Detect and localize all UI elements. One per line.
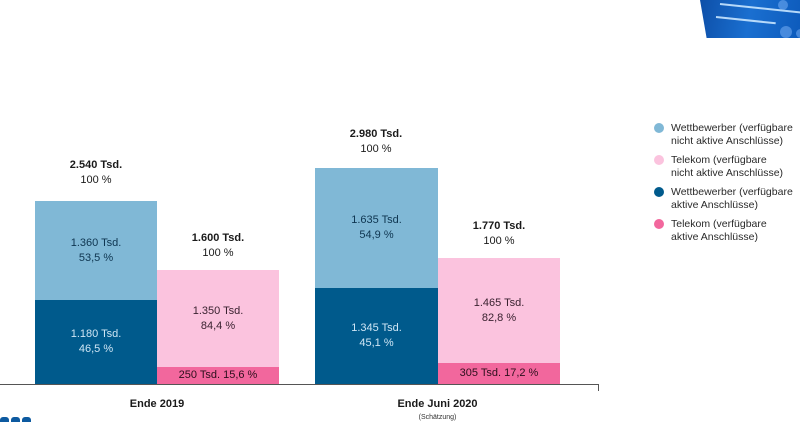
legend-dot-icon bbox=[654, 219, 664, 229]
segment-value: 1.350 Tsd. bbox=[192, 304, 244, 317]
bar-segment-wettbewerber-active-2020: 1.345 Tsd. 45,1 % bbox=[315, 288, 438, 384]
total-label-wettbewerber-2020: 2.980 Tsd. 100 % bbox=[315, 127, 437, 157]
segment-value: 1.180 Tsd. bbox=[70, 328, 122, 340]
bar-segment-wettbewerber-active-2019: 1.180 Tsd. 46,5 % bbox=[35, 300, 157, 384]
total-label-telekom-2019: 1.600 Tsd. 100 % bbox=[157, 231, 279, 261]
bar-segment-telekom-active-2020: 305 Tsd. 17,2 % bbox=[438, 363, 560, 384]
segment-percent: 54,9 % bbox=[359, 229, 394, 241]
bar-segment-wettbewerber-inactive-2019: 1.360 Tsd. 53,5 % bbox=[35, 201, 157, 300]
segment-percent: 82,8 % bbox=[481, 311, 517, 324]
legend-label: nicht aktive Anschlüsse) bbox=[671, 135, 784, 147]
light-streak bbox=[715, 16, 776, 25]
total-label-telekom-2020: 1.770 Tsd. 100 % bbox=[438, 219, 560, 249]
chart-legend: Wettbewerber (verfügbare nicht aktive An… bbox=[654, 122, 800, 250]
segment-percent: 46,5 % bbox=[78, 343, 114, 355]
total-percent: 100 % bbox=[202, 247, 234, 259]
total-value: 1.600 Tsd. bbox=[191, 232, 245, 244]
segment-value: 1.345 Tsd. bbox=[351, 322, 402, 334]
total-value: 2.980 Tsd. bbox=[349, 128, 403, 140]
bar-segment-wettbewerber-inactive-2020: 1.635 Tsd. 54,9 % bbox=[315, 168, 438, 288]
segment-value: 1.635 Tsd. bbox=[351, 214, 402, 226]
segment-value: 1.465 Tsd. bbox=[473, 296, 525, 309]
light-orb bbox=[780, 26, 792, 38]
segment-percent: 53,5 % bbox=[78, 251, 114, 264]
legend-label: Telekom (verfügbare bbox=[671, 218, 767, 230]
bar-segment-telekom-inactive-2019: 1.350 Tsd. 84,4 % bbox=[157, 270, 279, 367]
legend-label: Telekom (verfügbare bbox=[671, 154, 767, 166]
legend-label: nicht aktive Anschlüsse) bbox=[671, 167, 784, 179]
category-note-schaetzung: (Schätzung) bbox=[418, 414, 457, 421]
total-value: 2.540 Tsd. bbox=[69, 159, 123, 171]
light-orb bbox=[796, 29, 800, 38]
legend-label: aktive Anschlüsse) bbox=[671, 231, 758, 243]
light-orb bbox=[778, 0, 788, 10]
logo-fragment bbox=[0, 413, 34, 422]
legend-item-telekom-active: Telekom (verfügbare aktive Anschlüsse) bbox=[654, 218, 800, 244]
legend-label: Wettbewerber (verfügbare bbox=[671, 186, 793, 198]
legend-item-wettbewerber-active: Wettbewerber (verfügbare aktive Anschlüs… bbox=[654, 186, 800, 212]
total-percent: 100 % bbox=[360, 143, 392, 155]
category-label-ende-juni-2020: Ende Juni 2020 bbox=[397, 398, 478, 410]
total-percent: 100 % bbox=[483, 235, 515, 247]
legend-item-telekom-inactive: Telekom (verfügbare nicht aktive Anschlü… bbox=[654, 154, 800, 180]
legend-dot-icon bbox=[654, 123, 664, 133]
legend-label: aktive Anschlüsse) bbox=[671, 199, 758, 211]
bar-segment-telekom-active-2019: 250 Tsd. 15,6 % bbox=[157, 367, 279, 384]
segment-percent: 84,4 % bbox=[200, 319, 236, 332]
legend-dot-icon bbox=[654, 155, 664, 165]
total-percent: 100 % bbox=[80, 174, 112, 186]
segment-label: 305 Tsd. 17,2 % bbox=[459, 367, 539, 379]
bar-segment-telekom-inactive-2020: 1.465 Tsd. 82,8 % bbox=[438, 258, 560, 363]
legend-dot-icon bbox=[654, 187, 664, 197]
legend-item-wettbewerber-inactive: Wettbewerber (verfügbare nicht aktive An… bbox=[654, 122, 800, 148]
x-axis-line bbox=[0, 384, 598, 385]
segment-percent: 45,1 % bbox=[359, 337, 394, 349]
total-value: 1.770 Tsd. bbox=[472, 220, 526, 232]
segment-value: 1.360 Tsd. bbox=[70, 236, 122, 249]
legend-label: Wettbewerber (verfügbare bbox=[671, 122, 793, 134]
x-axis-end-tick bbox=[598, 384, 599, 391]
category-label-ende-2019: Ende 2019 bbox=[129, 398, 185, 410]
segment-label: 250 Tsd. 15,6 % bbox=[178, 369, 258, 381]
total-label-wettbewerber-2019: 2.540 Tsd. 100 % bbox=[35, 158, 157, 188]
header-decorative-graphic bbox=[700, 0, 800, 38]
